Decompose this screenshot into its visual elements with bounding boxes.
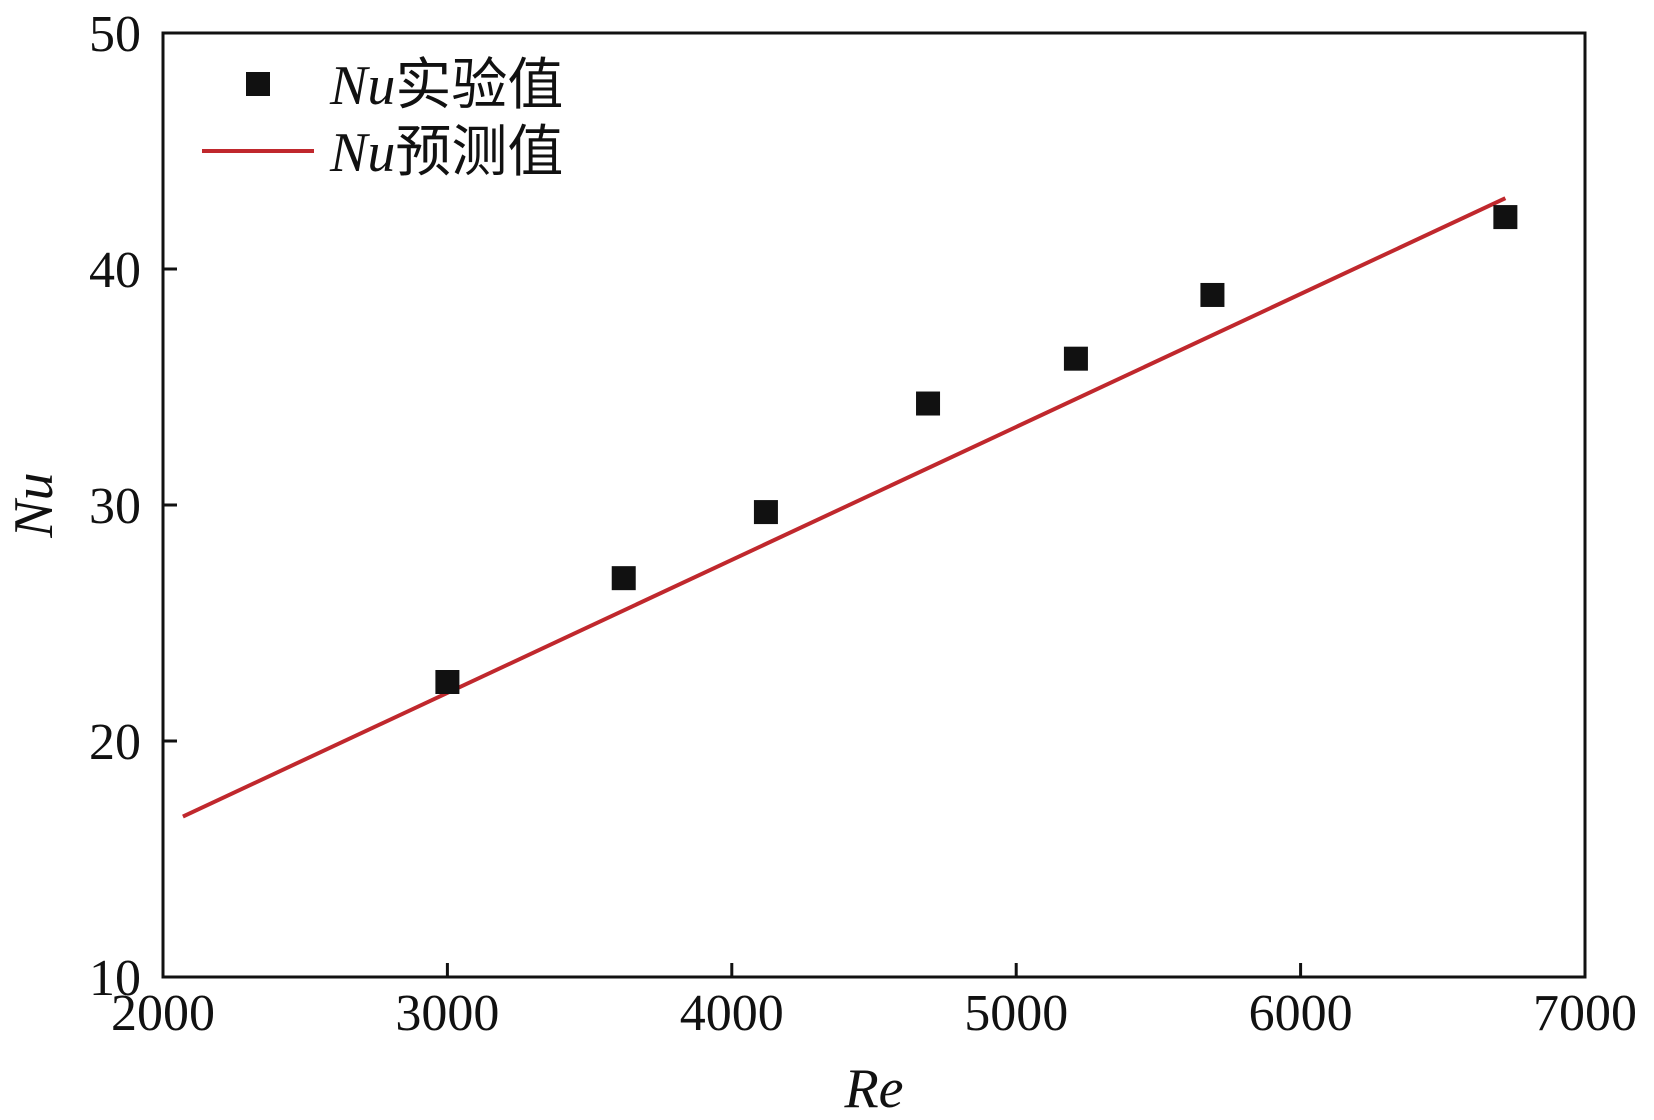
data-point-experimental	[916, 391, 941, 416]
series-layer	[182, 196, 1518, 819]
ticks-layer: 2000 3000 4000 5000 6000 7000 10 20 30 40 50	[89, 6, 1637, 1042]
legend-marker-experimental	[246, 72, 270, 96]
y-tick-label: 40	[89, 242, 141, 299]
legend-label: Nu实验值	[329, 55, 563, 117]
x-tick-label: 2000	[111, 985, 215, 1042]
x-tick-label: 6000	[1249, 985, 1353, 1042]
y-axis-title: Nu	[3, 472, 65, 538]
data-point-experimental	[611, 566, 636, 591]
y-tick-label: 10	[89, 950, 141, 1007]
x-tick-label: 3000	[395, 985, 499, 1042]
data-point-experimental	[1493, 205, 1518, 230]
y-tick-label: 50	[89, 6, 141, 63]
data-point-experimental	[435, 670, 460, 694]
x-tick-label: 4000	[680, 985, 784, 1042]
x-tick-label: 5000	[964, 985, 1068, 1042]
data-point-experimental	[753, 500, 778, 525]
x-axis-title: Re	[843, 1058, 903, 1120]
data-point-experimental	[1063, 346, 1088, 371]
y-tick-label: 20	[89, 714, 141, 771]
series-line-predicted	[182, 196, 1507, 819]
data-point-experimental	[1200, 282, 1225, 307]
x-tick-label: 7000	[1533, 985, 1637, 1042]
y-tick-label: 30	[89, 478, 141, 535]
legend-label: Nu预测值	[329, 122, 563, 184]
axis-titles-layer: Re Nu	[3, 472, 904, 1120]
